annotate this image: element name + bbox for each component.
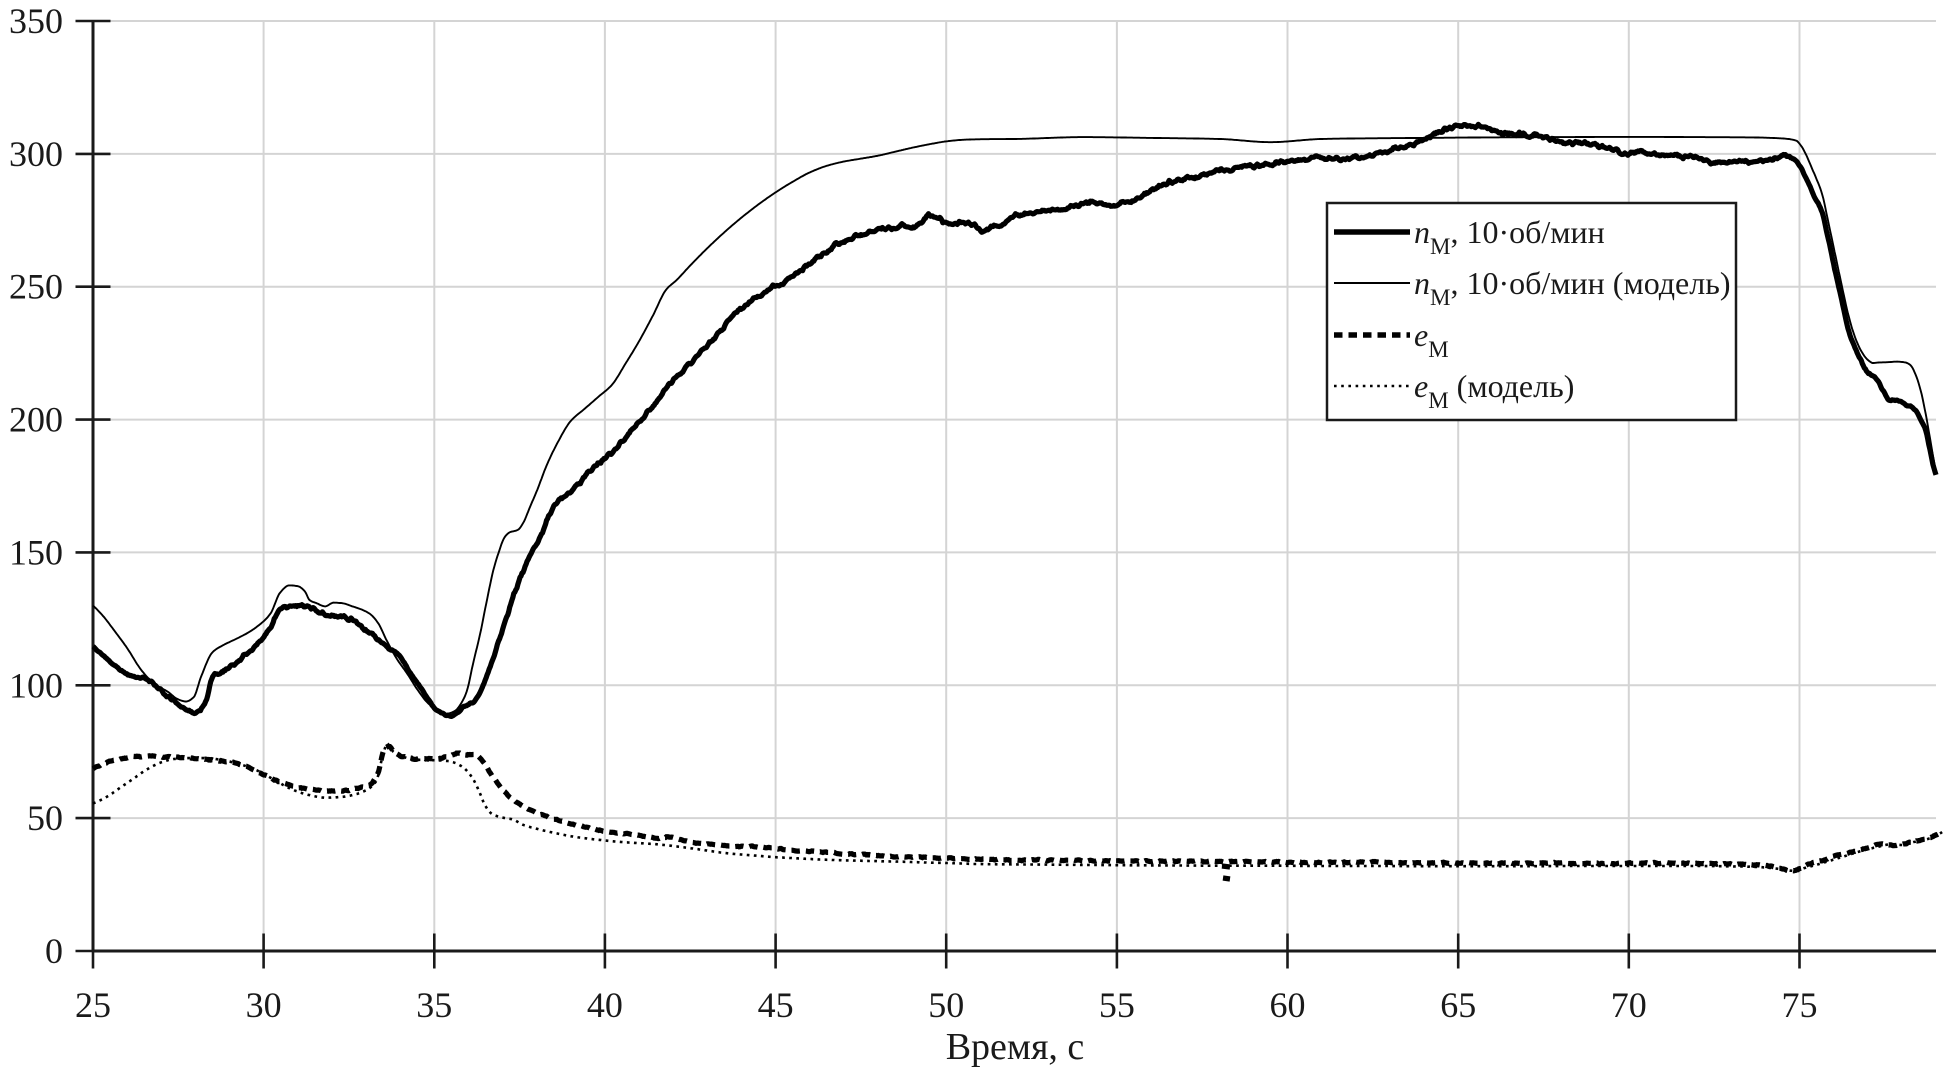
svg-text:65: 65 <box>1440 985 1476 1025</box>
svg-text:45: 45 <box>758 985 794 1025</box>
svg-text:35: 35 <box>416 985 452 1025</box>
svg-text:0: 0 <box>45 931 63 971</box>
svg-text:nМ, 10·об/мин: nМ, 10·об/мин <box>1414 214 1605 259</box>
svg-text:eМ: eМ <box>1414 317 1449 362</box>
svg-text:350: 350 <box>9 1 63 41</box>
svg-text:60: 60 <box>1270 985 1306 1025</box>
svg-text:nМ, 10·об/мин (модель): nМ, 10·об/мин (модель) <box>1414 265 1730 310</box>
svg-text:100: 100 <box>9 665 63 705</box>
svg-text:50: 50 <box>27 798 63 838</box>
svg-text:70: 70 <box>1611 985 1647 1025</box>
svg-text:75: 75 <box>1782 985 1818 1025</box>
svg-text:30: 30 <box>246 985 282 1025</box>
svg-text:25: 25 <box>75 985 111 1025</box>
svg-text:300: 300 <box>9 134 63 174</box>
svg-text:200: 200 <box>9 400 63 440</box>
svg-text:150: 150 <box>9 532 63 572</box>
svg-text:40: 40 <box>587 985 623 1025</box>
svg-text:Время, с: Время, с <box>946 1026 1085 1068</box>
svg-text:250: 250 <box>9 267 63 307</box>
svg-text:eМ (модель): eМ (модель) <box>1414 368 1574 413</box>
svg-text:55: 55 <box>1099 985 1135 1025</box>
svg-text:50: 50 <box>928 985 964 1025</box>
